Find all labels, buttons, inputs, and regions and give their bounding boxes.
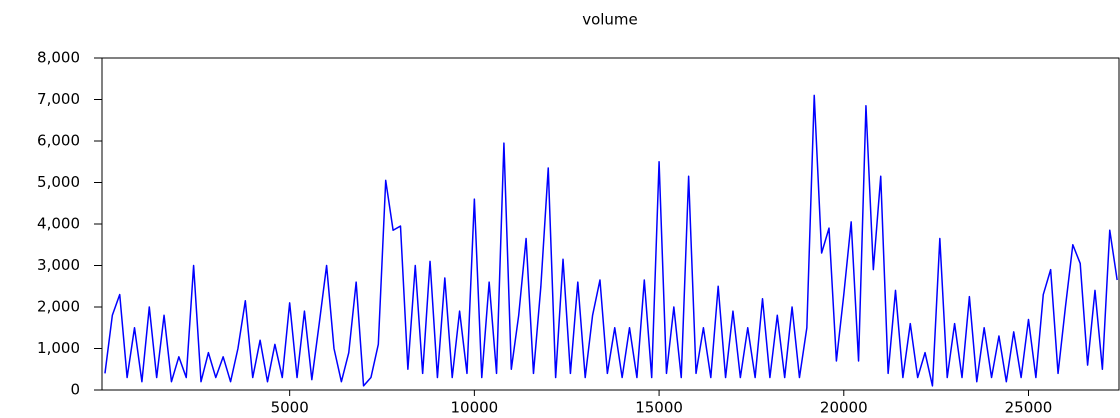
y-tick-label: 1,000 — [37, 339, 80, 357]
volume-line — [104, 94, 1118, 387]
y-tick-label: 7,000 — [37, 90, 80, 108]
y-tick-label: 8,000 — [37, 49, 80, 67]
y-tick-label: 0 — [70, 381, 80, 399]
x-tick-label: 15000 — [635, 399, 683, 417]
y-tick-label: 4,000 — [37, 215, 80, 233]
y-tick-label: 3,000 — [37, 256, 80, 274]
y-tick-label: 5,000 — [37, 173, 80, 191]
plot-frame — [101, 57, 1120, 391]
x-tick-label: 20000 — [820, 399, 868, 417]
y-tick-label: 6,000 — [37, 132, 80, 150]
x-tick-label: 25000 — [1005, 399, 1053, 417]
chart-title: volume — [582, 11, 638, 29]
x-tick-label: 10000 — [451, 399, 499, 417]
x-tick-label: 5000 — [271, 399, 309, 417]
y-tick-label: 2,000 — [37, 298, 80, 316]
